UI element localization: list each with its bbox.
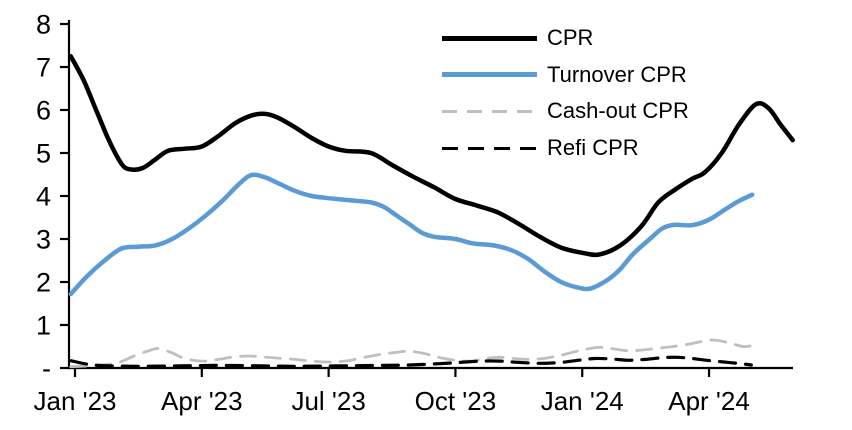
- legend-item-refi-cpr: Refi CPR: [442, 130, 689, 167]
- legend-item-cashout-cpr: Cash-out CPR: [442, 93, 689, 130]
- x-tick-label: Jan '24: [541, 386, 624, 416]
- series-line-turnover-cpr: [68, 172, 755, 297]
- x-tick-label: Apr '23: [161, 386, 243, 416]
- legend-label-refi-cpr: Refi CPR: [547, 135, 639, 161]
- legend-label-turnover-cpr: Turnover CPR: [547, 61, 687, 87]
- refi-cpr-line-swatch: [442, 146, 537, 150]
- legend-label-cpr: CPR: [547, 25, 594, 51]
- legend-item-cpr: CPR: [442, 20, 689, 57]
- y-tick-label: 3: [36, 225, 51, 255]
- y-tick-label: -: [42, 354, 51, 384]
- y-tick-label: 2: [36, 268, 51, 298]
- legend: CPR Turnover CPR Cash-out CPR Refi CPR: [442, 20, 689, 166]
- y-tick-label: 1: [36, 311, 51, 341]
- legend-item-turnover-cpr: Turnover CPR: [442, 57, 689, 94]
- y-tick-label: 8: [36, 10, 51, 40]
- cpr-line-swatch: [442, 35, 537, 41]
- cashout-cpr-line-swatch: [442, 109, 537, 113]
- x-tick-label: Oct '23: [415, 386, 497, 416]
- y-tick-label: 7: [36, 53, 51, 83]
- series-line-cash-out-cpr: [69, 338, 754, 369]
- x-tick-label: Jan '23: [33, 386, 116, 416]
- legend-label-cashout-cpr: Cash-out CPR: [547, 98, 689, 124]
- y-tick-label: 5: [36, 139, 51, 169]
- x-tick-label: Apr '24: [668, 386, 750, 416]
- x-tick-label: Jul '23: [291, 386, 365, 416]
- series-line-cpr: [68, 54, 795, 258]
- turnover-cpr-line-swatch: [442, 72, 537, 78]
- series-line-refi-cpr: [69, 355, 753, 368]
- y-tick-label: 6: [36, 96, 51, 126]
- y-tick-label: 4: [36, 182, 51, 212]
